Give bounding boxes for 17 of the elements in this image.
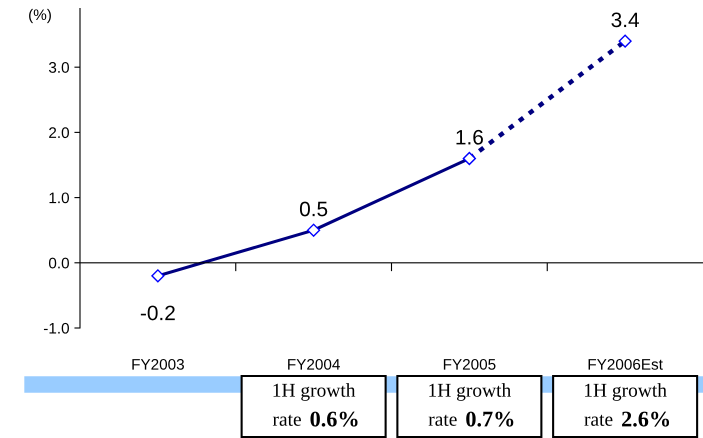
data-label: 3.4 <box>611 12 639 28</box>
text: 1H growth rate 0.7% <box>428 383 514 427</box>
y-tick-label: 3.0 <box>48 62 69 73</box>
data-label: 1.6 <box>456 130 483 145</box>
x-tick-label: FY2004 <box>288 358 340 370</box>
y-tick-label: -1.0 <box>44 322 69 334</box>
x-tick-label: FY2006Est <box>588 358 663 370</box>
data-label: -0.2 <box>140 306 175 320</box>
y-tick-label: 1.0 <box>50 192 69 204</box>
x-tick-label: FY2005 <box>444 358 496 370</box>
x-tick-label: FY2003 <box>132 358 184 370</box>
text: 1H growth rate 2.6% <box>584 383 670 427</box>
y-axis-title: (%) <box>29 8 51 24</box>
y-tick-label: 0.0 <box>48 258 69 268</box>
y-tick-label: 2.0 <box>49 127 69 138</box>
text: 1H growth rate 0.6% <box>272 383 358 427</box>
data-label: 0.5 <box>300 202 328 216</box>
